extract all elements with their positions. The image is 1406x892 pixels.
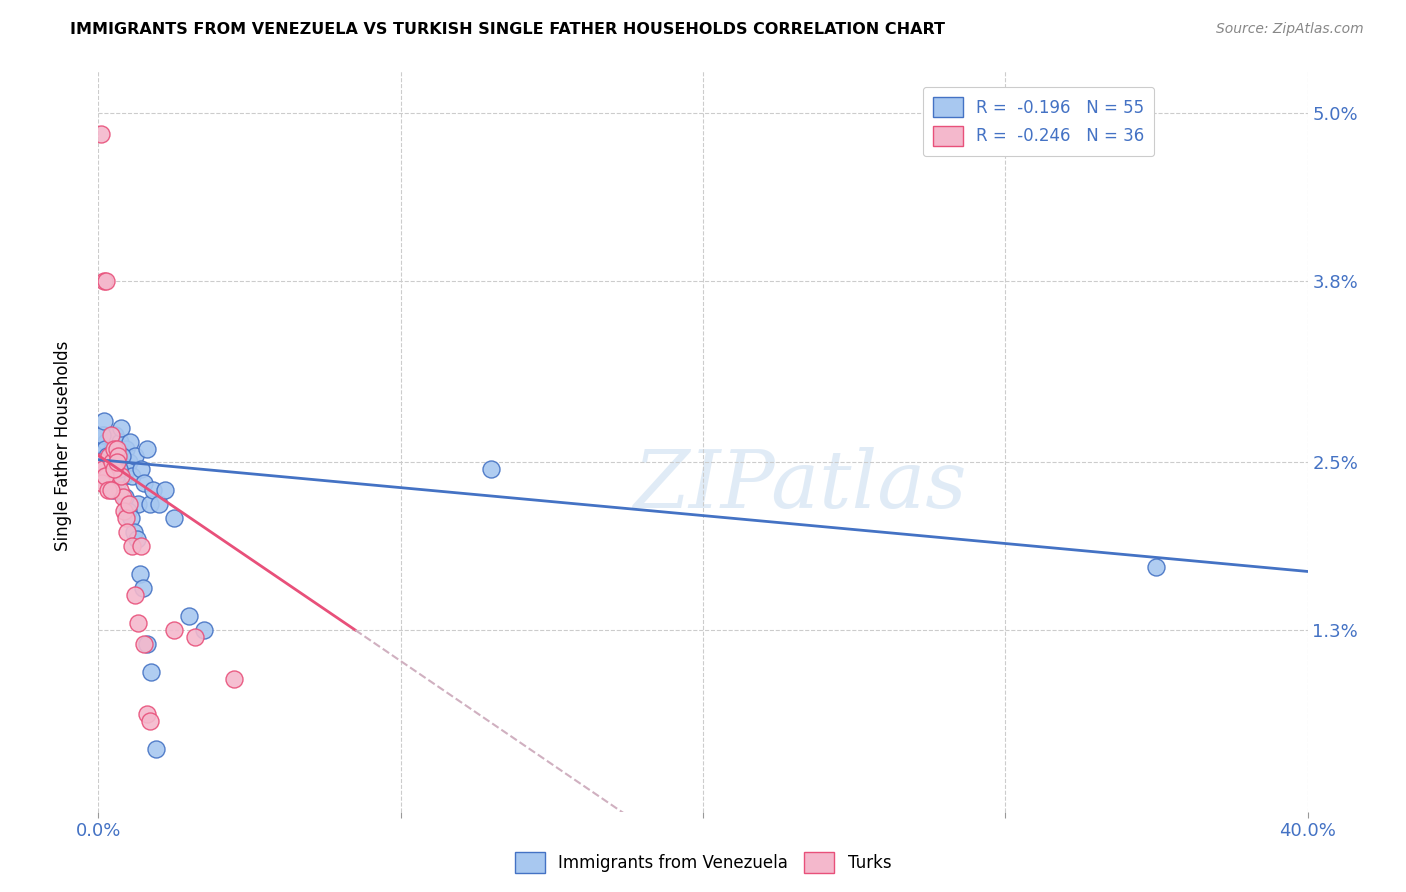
Point: [112, 469, 135, 483]
Point: [132, 476, 155, 491]
Point: [98, 449, 121, 463]
Point: [98, 449, 121, 463]
Point: [107, 449, 129, 463]
Point: [124, 449, 146, 463]
Point: [108, 483, 131, 498]
Point: [124, 588, 146, 602]
Legend: R =  -0.196   N = 55, R =  -0.246   N = 36: R = -0.196 N = 55, R = -0.246 N = 36: [922, 87, 1154, 156]
Point: [481, 462, 503, 476]
Point: [100, 427, 122, 442]
Point: [103, 462, 125, 476]
Point: [105, 476, 128, 491]
Point: [94, 274, 117, 288]
Text: Single Father Households: Single Father Households: [55, 341, 72, 551]
Point: [91, 455, 114, 469]
Point: [118, 497, 141, 511]
Point: [121, 539, 143, 553]
Point: [139, 714, 162, 728]
Point: [148, 497, 170, 511]
Point: [108, 462, 131, 476]
Point: [114, 442, 136, 456]
Point: [91, 476, 114, 491]
Point: [103, 442, 125, 456]
Point: [135, 706, 157, 721]
Point: [96, 469, 118, 483]
Point: [104, 462, 127, 476]
Point: [115, 525, 138, 540]
Point: [193, 623, 215, 637]
Point: [105, 455, 128, 469]
Point: [101, 442, 124, 456]
Point: [94, 442, 117, 456]
Point: [132, 637, 155, 651]
Point: [93, 414, 115, 428]
Point: [108, 434, 131, 449]
Point: [93, 274, 115, 288]
Point: [145, 742, 167, 756]
Text: ZIPatlas: ZIPatlas: [633, 447, 966, 524]
Point: [107, 442, 129, 456]
Point: [89, 449, 111, 463]
Point: [89, 455, 111, 469]
Point: [90, 442, 112, 456]
Point: [129, 539, 152, 553]
Point: [135, 442, 157, 456]
Point: [90, 127, 112, 141]
Point: [153, 483, 176, 498]
Point: [97, 483, 120, 498]
Point: [127, 616, 149, 631]
Point: [179, 609, 201, 624]
Point: [93, 427, 115, 442]
Point: [100, 469, 122, 483]
Point: [141, 665, 163, 679]
Point: [184, 630, 207, 644]
Point: [115, 462, 138, 476]
Point: [112, 504, 135, 518]
Point: [127, 533, 149, 547]
Legend: Immigrants from Venezuela, Turks: Immigrants from Venezuela, Turks: [508, 846, 898, 880]
Point: [129, 567, 152, 582]
Point: [96, 462, 118, 476]
Point: [1146, 560, 1168, 574]
Point: [120, 511, 142, 525]
Point: [94, 434, 117, 449]
Point: [111, 491, 134, 505]
Point: [163, 623, 186, 637]
Point: [96, 449, 118, 463]
Point: [105, 442, 128, 456]
Point: [101, 455, 124, 469]
Point: [135, 637, 157, 651]
Point: [94, 469, 117, 483]
Point: [163, 511, 186, 525]
Point: [111, 449, 134, 463]
Point: [129, 462, 152, 476]
Point: [114, 511, 136, 525]
Point: [224, 672, 246, 686]
Point: [104, 469, 127, 483]
Point: [110, 420, 132, 434]
Point: [114, 491, 136, 505]
Point: [127, 497, 149, 511]
Point: [132, 581, 155, 595]
Point: [120, 434, 142, 449]
Point: [139, 497, 162, 511]
Point: [118, 455, 141, 469]
Point: [100, 483, 122, 498]
Point: [142, 483, 165, 498]
Point: [98, 449, 121, 463]
Point: [91, 462, 114, 476]
Point: [121, 469, 143, 483]
Point: [103, 455, 125, 469]
Point: [91, 427, 114, 442]
Point: [101, 483, 124, 498]
Point: [117, 504, 139, 518]
Point: [110, 469, 132, 483]
Text: IMMIGRANTS FROM VENEZUELA VS TURKISH SINGLE FATHER HOUSEHOLDS CORRELATION CHART: IMMIGRANTS FROM VENEZUELA VS TURKISH SIN…: [70, 22, 945, 37]
Point: [104, 427, 127, 442]
Text: Source: ZipAtlas.com: Source: ZipAtlas.com: [1216, 22, 1364, 37]
Point: [111, 449, 134, 463]
Point: [122, 525, 145, 540]
